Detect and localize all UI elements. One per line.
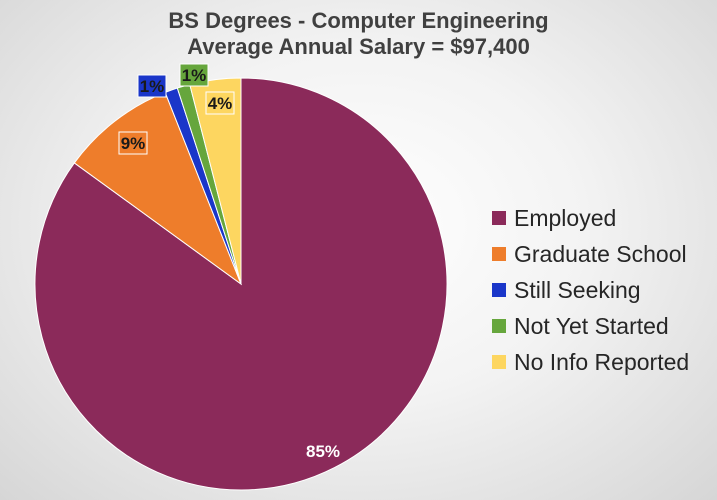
- legend-swatch: [492, 247, 506, 261]
- legend: Employed Graduate School Still Seeking Not …: [492, 200, 689, 380]
- data-label: 1%: [182, 66, 207, 85]
- legend-item: Graduate School: [492, 236, 689, 272]
- data-label-box: [179, 63, 209, 87]
- data-label-group: 85%: [306, 442, 340, 461]
- chart-subtitle: Average Annual Salary = $97,400: [187, 34, 530, 59]
- legend-label: Employed: [514, 204, 617, 231]
- legend-label: Still Seeking: [514, 276, 641, 303]
- data-label-box: [137, 74, 167, 98]
- legend-label: Graduate School: [514, 240, 687, 267]
- legend-label: Not Yet Started: [514, 312, 669, 339]
- data-label: 1%: [140, 77, 165, 96]
- data-label-group: 4%: [205, 91, 235, 115]
- legend-item: Employed: [492, 200, 689, 236]
- legend-label: No Info Reported: [514, 348, 690, 375]
- legend-swatch: [492, 283, 506, 297]
- data-label-box: [205, 91, 235, 115]
- data-label-group: 9%: [118, 131, 148, 155]
- legend-item: Not Yet Started: [492, 308, 689, 344]
- data-label: 4%: [208, 94, 233, 113]
- data-label-group: 1%: [137, 74, 167, 98]
- data-label: 9%: [121, 134, 146, 153]
- legend-item: No Info Reported: [492, 344, 689, 380]
- legend-swatch: [492, 211, 506, 225]
- chart-title: BS Degrees - Computer Engineering: [168, 8, 549, 33]
- legend-item: Still Seeking: [492, 272, 689, 308]
- data-label-box: [118, 131, 148, 155]
- data-label: 85%: [306, 442, 340, 461]
- data-label-group: 1%: [179, 63, 209, 87]
- legend-swatch: [492, 355, 506, 369]
- legend-swatch: [492, 319, 506, 333]
